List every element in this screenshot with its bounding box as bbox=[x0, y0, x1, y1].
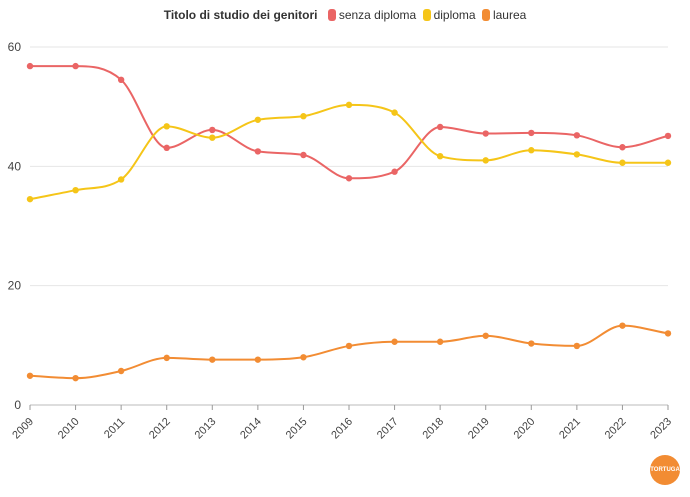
data-point-laurea-2014 bbox=[254, 356, 262, 363]
data-point-laurea-2022 bbox=[619, 322, 626, 329]
y-tick-label: 40 bbox=[8, 159, 22, 173]
legend-label-senza-diploma: senza diploma bbox=[338, 8, 417, 22]
x-tick-label: 2015 bbox=[284, 416, 310, 442]
data-point-diploma-2009 bbox=[26, 195, 34, 203]
data-point-senza-diploma-2012 bbox=[163, 144, 170, 152]
data-point-diploma-2021 bbox=[573, 151, 581, 158]
legend-item-laurea[interactable]: laurea bbox=[481, 8, 527, 22]
data-point-laurea-2021 bbox=[573, 342, 581, 350]
data-point-diploma-2014 bbox=[254, 116, 262, 123]
data-point-senza-diploma-2019 bbox=[482, 130, 489, 137]
data-point-senza-diploma-2021 bbox=[573, 132, 581, 139]
data-point-diploma-2010 bbox=[72, 187, 79, 194]
data-point-laurea-2018 bbox=[436, 338, 444, 345]
legend-item-senza-diploma[interactable]: senza diploma bbox=[327, 8, 417, 22]
y-tick-label: 60 bbox=[8, 40, 22, 54]
data-point-senza-diploma-2016 bbox=[345, 175, 353, 182]
data-point-laurea-2020 bbox=[528, 340, 535, 347]
series-line-senza-diploma bbox=[30, 65, 669, 180]
x-tick-label: 2020 bbox=[512, 416, 538, 442]
x-tick-label: 2023 bbox=[648, 416, 674, 442]
data-point-diploma-2019 bbox=[482, 157, 489, 164]
data-point-laurea-2019 bbox=[482, 332, 489, 339]
x-tick-label: 2012 bbox=[147, 416, 173, 442]
data-point-diploma-2016 bbox=[345, 101, 353, 109]
data-point-diploma-2015 bbox=[300, 113, 307, 120]
data-point-senza-diploma-2010 bbox=[72, 62, 79, 70]
data-point-diploma-2012 bbox=[163, 123, 170, 130]
x-tick-label: 2016 bbox=[329, 416, 355, 442]
data-point-senza-diploma-2011 bbox=[117, 76, 125, 84]
x-tick-label: 2010 bbox=[56, 416, 82, 442]
legend-swatch-senza-diploma bbox=[327, 9, 336, 21]
data-point-senza-diploma-2013 bbox=[209, 126, 216, 134]
x-tick-label: 2019 bbox=[466, 416, 492, 442]
data-point-diploma-2020 bbox=[528, 147, 535, 154]
y-tick-label: 20 bbox=[8, 279, 22, 293]
x-tick-label: 2022 bbox=[603, 416, 629, 442]
legend-label-diploma: diploma bbox=[433, 8, 476, 22]
data-point-laurea-2016 bbox=[345, 342, 353, 350]
data-point-senza-diploma-2015 bbox=[300, 151, 307, 159]
data-point-senza-diploma-2017 bbox=[391, 168, 398, 175]
legend: Titolo di studio dei genitori senza dipl… bbox=[0, 8, 690, 22]
data-point-senza-diploma-2022 bbox=[619, 144, 626, 151]
y-tick-label: 0 bbox=[14, 398, 21, 412]
data-point-laurea-2009 bbox=[26, 372, 34, 379]
legend-label-laurea: laurea bbox=[492, 8, 527, 22]
x-tick-label: 2018 bbox=[420, 416, 446, 442]
data-point-senza-diploma-2023 bbox=[664, 132, 672, 140]
series-line-diploma bbox=[29, 103, 668, 201]
data-point-senza-diploma-2020 bbox=[528, 129, 535, 137]
data-point-senza-diploma-2009 bbox=[26, 62, 34, 70]
data-point-diploma-2011 bbox=[117, 176, 125, 183]
data-point-senza-diploma-2014 bbox=[254, 148, 262, 155]
chart-title: Titolo di studio dei genitori bbox=[163, 8, 318, 22]
tortuga-logo: TORTUGA bbox=[650, 455, 680, 485]
x-tick-label: 2011 bbox=[102, 416, 127, 441]
data-point-diploma-2017 bbox=[391, 109, 398, 116]
x-tick-label: 2021 bbox=[557, 416, 583, 442]
data-point-laurea-2010 bbox=[72, 374, 79, 382]
data-point-diploma-2018 bbox=[436, 152, 444, 160]
data-point-laurea-2015 bbox=[300, 354, 307, 361]
legend-item-diploma[interactable]: diploma bbox=[422, 8, 476, 22]
series-line-laurea bbox=[29, 324, 669, 380]
x-tick-label: 2009 bbox=[10, 416, 36, 442]
x-tick-label: 2017 bbox=[375, 416, 401, 442]
legend-swatch-laurea bbox=[481, 9, 490, 21]
x-tick-label: 2013 bbox=[193, 416, 219, 442]
data-point-senza-diploma-2018 bbox=[436, 123, 444, 131]
data-point-laurea-2023 bbox=[664, 330, 672, 337]
data-point-diploma-2023 bbox=[664, 159, 672, 166]
data-point-diploma-2013 bbox=[209, 134, 216, 141]
legend-swatch-diploma bbox=[422, 9, 431, 21]
data-point-laurea-2017 bbox=[391, 338, 398, 345]
data-point-diploma-2022 bbox=[619, 159, 626, 166]
x-tick-label: 2014 bbox=[238, 416, 264, 442]
data-point-laurea-2013 bbox=[209, 356, 216, 363]
data-point-laurea-2011 bbox=[117, 367, 125, 375]
data-point-laurea-2012 bbox=[163, 354, 170, 362]
